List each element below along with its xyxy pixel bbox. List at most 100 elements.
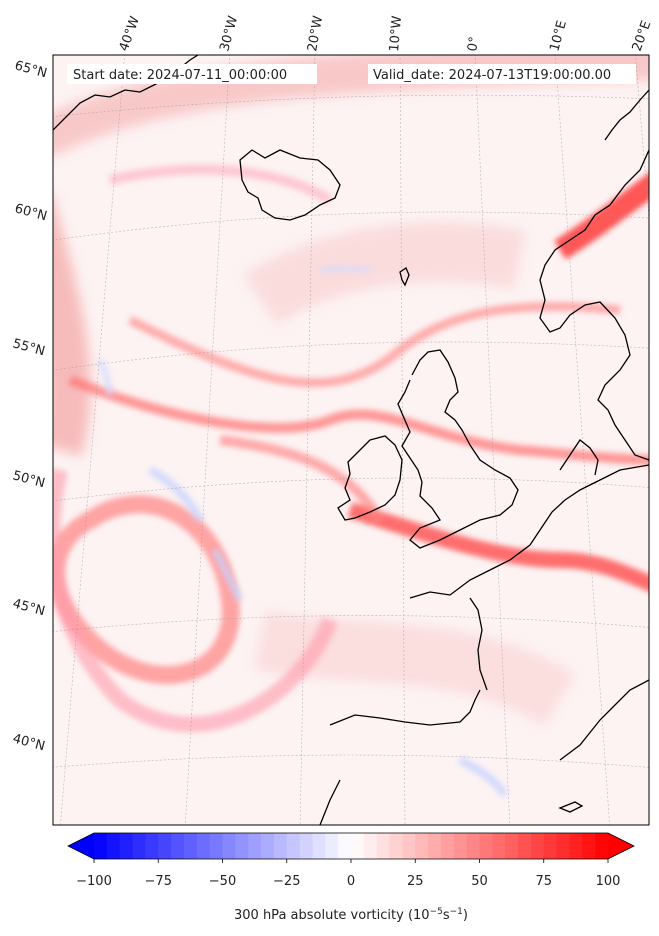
- coastline-norway: [539, 149, 649, 461]
- colorbar-bin: [492, 833, 506, 859]
- colorbar-bin: [376, 833, 391, 859]
- colorbar-bin: [196, 833, 211, 859]
- jet-streak-arc-upper: [127, 301, 621, 388]
- lat-label-45n: 45°N: [11, 596, 47, 619]
- colorbar-bin: [222, 833, 236, 859]
- colorbar-bin: [530, 833, 545, 859]
- colorbar-bin: [119, 833, 134, 859]
- colorbar-tick-label: 100: [596, 874, 621, 889]
- lat-label-55n: 55°N: [11, 336, 47, 359]
- coastline-england: [397, 379, 519, 549]
- colorbar-bin: [518, 833, 532, 859]
- start-date-box: [67, 64, 317, 84]
- vorticity-patch-central: [243, 222, 526, 326]
- colorbar-tick-label: 0: [347, 874, 355, 889]
- colorbar-bin: [209, 833, 224, 859]
- colorbar-tick-label: 50: [471, 874, 488, 889]
- colorbar-bin: [145, 833, 159, 859]
- colorbar-bin: [338, 833, 352, 859]
- colorbar-bin: [479, 833, 493, 859]
- colorbar-bin: [106, 833, 121, 859]
- colorbar-bin: [351, 833, 365, 859]
- jet-streak-norway: [554, 172, 649, 260]
- lon-label-30w: 30°W: [217, 14, 241, 53]
- vorticity-band-west: [53, 198, 91, 457]
- coastline-scotland: [411, 349, 471, 446]
- latitude-labels: 65°N 60°N 55°N 50°N 45°N 40°N: [11, 58, 49, 754]
- negative-anomaly-3: [319, 266, 371, 273]
- colorbar-bin: [415, 833, 429, 859]
- negative-anomaly-2: [211, 548, 244, 602]
- colorbar-bin: [132, 833, 146, 859]
- colorbar-ticks: −100 −75 −50 −25 0 25 50 75 100: [76, 859, 620, 889]
- colorbar-bin: [248, 833, 262, 859]
- lat-label-60n: 60°N: [13, 201, 49, 224]
- colorbar-bin: [312, 833, 326, 859]
- colorbar-bin: [261, 833, 275, 859]
- colorbar-bin: [428, 833, 442, 859]
- colorbar-tick-label: 25: [407, 874, 424, 889]
- coastline-mediterranean: [559, 679, 649, 761]
- valid-date-box: [368, 64, 636, 84]
- coastline-lowlands: [539, 464, 649, 531]
- lat-label-50n: 50°N: [11, 468, 47, 491]
- lon-label-20e: 20°E: [630, 19, 655, 54]
- coastline-faroe: [399, 267, 410, 287]
- colorbar-bin: [389, 833, 403, 859]
- colorbar-bin: [595, 833, 609, 859]
- colorbar-bin: [94, 833, 108, 859]
- colorbar-bin: [569, 833, 583, 859]
- colorbar-bin: [325, 833, 339, 859]
- colorbar-bin: [235, 833, 249, 859]
- lon-label-20w: 20°W: [305, 15, 326, 53]
- colorbar-extend-min: [68, 833, 94, 859]
- map-panel: Start date: 2024-07-11_00:00:00 Valid_da…: [52, 54, 650, 826]
- header-labels: Start date: 2024-07-11_00:00:00 Valid_da…: [67, 64, 636, 84]
- negative-anomaly-1: [148, 466, 204, 522]
- start-date-label: Start date: 2024-07-11_00:00:00: [73, 68, 287, 83]
- coastline-france: [409, 529, 541, 691]
- colorbar-bin: [453, 833, 468, 859]
- negative-anomaly-5: [97, 358, 113, 396]
- colorbar-label: 300 hPa absolute vorticity (10−5s−1): [234, 907, 468, 923]
- colorbar-tick-label: −75: [145, 874, 172, 889]
- coastline-ireland: [337, 435, 403, 521]
- lon-label-10w: 10°W: [387, 15, 405, 52]
- coastline-balearic: [558, 801, 584, 813]
- colorbar-bin: [543, 833, 558, 859]
- colorbar-bin: [273, 833, 288, 859]
- coastline-iberia: [319, 689, 481, 825]
- jet-streak-sweep: [219, 435, 385, 523]
- colorbar-bin: [556, 833, 571, 859]
- colorbar-tick-label: −25: [273, 874, 300, 889]
- valid-date-label: Valid_date: 2024-07-13T19:00:00.00: [373, 68, 611, 83]
- colorbar-bin: [402, 833, 416, 859]
- map-gridlines: [53, 55, 649, 825]
- coastline-sweden: [604, 89, 649, 141]
- colorbar-tick-label: −50: [209, 874, 236, 889]
- colorbar-tick-label: −100: [76, 874, 112, 889]
- jet-streak-channel: [347, 502, 649, 592]
- colorbar-bin: [171, 833, 185, 859]
- colorbar-bins: [94, 833, 609, 859]
- coastline-denmark: [559, 439, 599, 476]
- lat-label-65n: 65°N: [13, 58, 49, 81]
- colorbar-tick-label: 75: [535, 874, 552, 889]
- colorbar-bin: [466, 833, 481, 859]
- longitude-labels: 40°W 30°W 20°W 10°W 0° 10°E 20°E: [117, 14, 655, 53]
- colorbar-bin: [286, 833, 301, 859]
- vorticity-patch-south: [254, 610, 576, 727]
- colorbar-bin: [158, 833, 172, 859]
- colorbar-bin: [183, 833, 198, 859]
- lat-label-40n: 40°N: [11, 731, 47, 754]
- colorbar-extend-max: [608, 833, 634, 859]
- lon-label-0: 0°: [465, 36, 482, 53]
- lon-label-10e: 10°E: [547, 19, 570, 53]
- vorticity-band-atlantic: [108, 164, 333, 205]
- colorbar-bin: [299, 833, 314, 859]
- coastline-iceland: [239, 149, 341, 221]
- colorbar-bin: [505, 833, 519, 859]
- jet-streak-arc-mid: [68, 375, 649, 465]
- colorbar-bin: [582, 833, 596, 859]
